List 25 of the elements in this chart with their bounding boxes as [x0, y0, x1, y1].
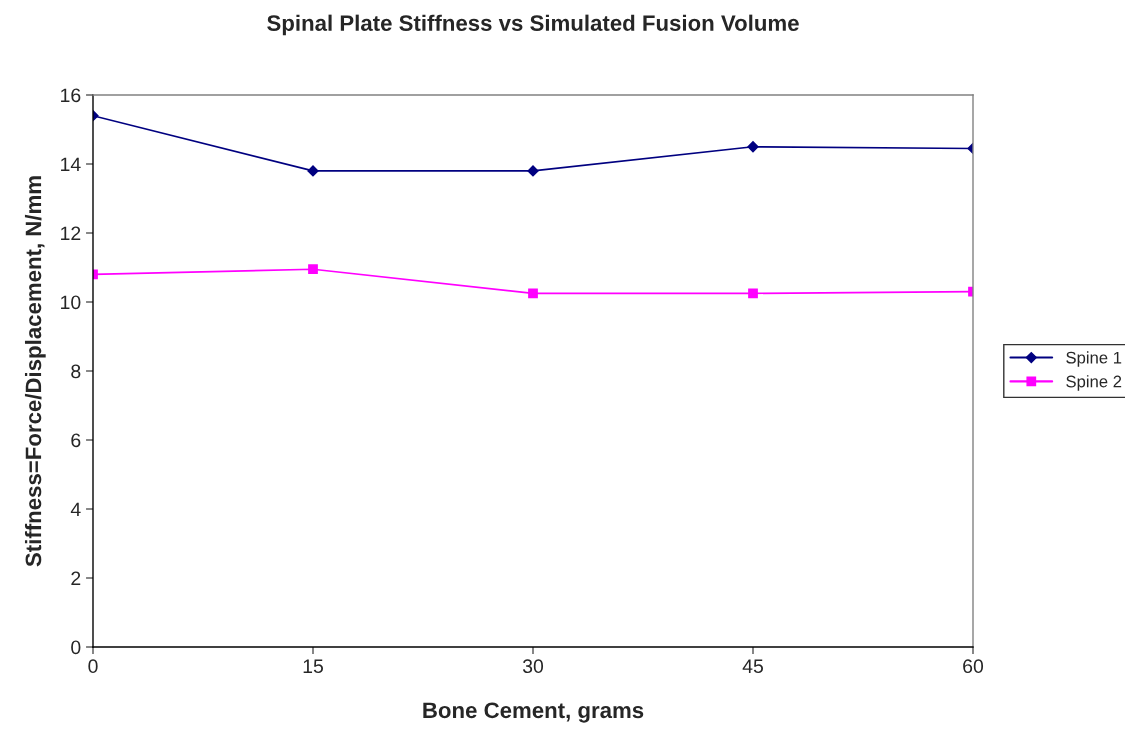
point [747, 141, 759, 153]
y-tick-label: 10 [61, 295, 81, 310]
chart-title: Spinal Plate Stiffness vs Simulated Fusion Volume [267, 14, 799, 36]
y-tick-label: 14 [61, 157, 81, 172]
x-tick-label: 15 [303, 659, 323, 674]
y-tick-label: 0 [71, 640, 81, 655]
y-tick-label: 6 [71, 433, 81, 448]
y-tick-label: 8 [71, 364, 81, 379]
point [308, 264, 318, 275]
point [527, 165, 539, 177]
x-tick-label: 45 [742, 659, 763, 674]
legend-label: Spine 2 [1066, 375, 1122, 391]
y-axis-title: Stiffness=Force/Displacement, N/mm [24, 176, 46, 567]
x-tick-label: 0 [88, 659, 98, 674]
y-tick-label: 12 [61, 226, 81, 241]
y-tick-label: 16 [61, 88, 81, 103]
x-axis-title: Bone Cement, grams [423, 702, 644, 723]
y-tick-label: 4 [70, 502, 81, 517]
legend-label: Spine 1 [1066, 351, 1122, 367]
x-tick-label: 30 [522, 659, 544, 674]
point [748, 288, 758, 299]
point [528, 288, 538, 299]
y-tick-label: 2 [71, 571, 81, 586]
x-tick-label: 60 [963, 659, 984, 674]
point [307, 165, 319, 177]
